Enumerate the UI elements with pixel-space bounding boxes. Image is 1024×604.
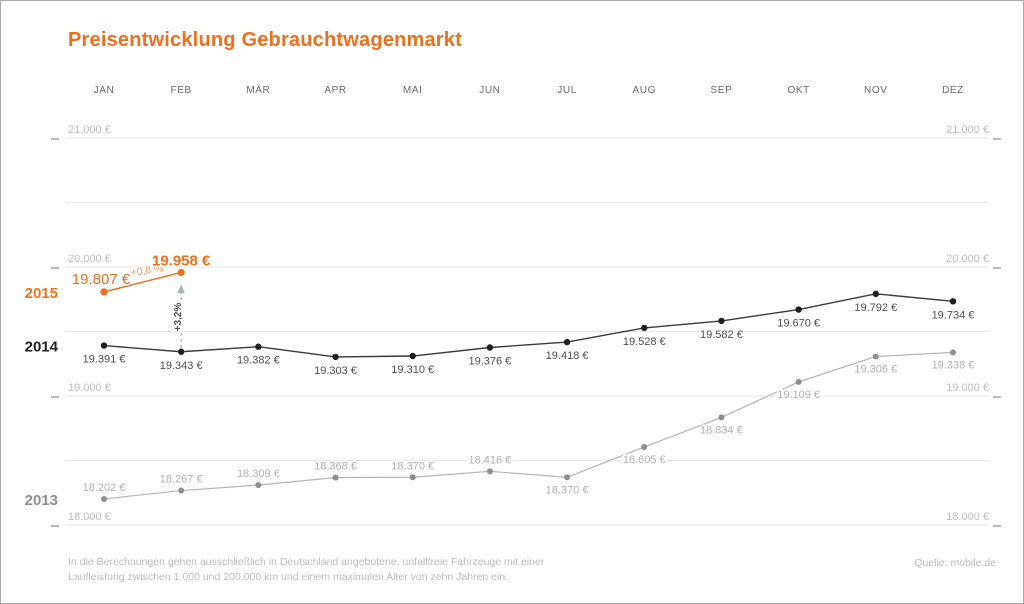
data-point-2013 bbox=[872, 353, 879, 360]
footnote-line-2: Laufleistung zwischen 1.000 und 200.000 … bbox=[68, 571, 509, 583]
month-label: AUG bbox=[633, 85, 656, 96]
value-label-2013: 18.370 € bbox=[391, 460, 434, 472]
value-label-2013: 18.605 € bbox=[623, 454, 666, 466]
data-point-2014 bbox=[641, 324, 648, 332]
source-credit: Quelle: mobile.de bbox=[914, 557, 996, 569]
data-point-2013 bbox=[795, 378, 802, 385]
month-label: FEB bbox=[171, 85, 192, 96]
data-point-2014 bbox=[332, 353, 339, 361]
data-point-2015 bbox=[177, 268, 185, 277]
value-label-2013: 18.368 € bbox=[314, 461, 357, 473]
data-point-2014 bbox=[872, 290, 879, 298]
data-point-2015 bbox=[100, 288, 108, 296]
value-label-2014: 19.670 € bbox=[777, 318, 820, 330]
series-line-2015 bbox=[103, 271, 182, 293]
value-label-2014: 19.792 € bbox=[854, 302, 897, 314]
methodology-footnote: In die Berechnungen gehen ausschließlich… bbox=[68, 555, 544, 585]
data-point-2013 bbox=[486, 468, 493, 475]
value-label-2014: 19.343 € bbox=[160, 360, 203, 372]
month-label: MÄR bbox=[246, 84, 270, 96]
data-point-2013 bbox=[255, 482, 262, 489]
month-label: JUL bbox=[557, 85, 577, 96]
y-axis-label-left: 20.000 € bbox=[68, 253, 111, 265]
series-line-2013 bbox=[103, 351, 954, 500]
y-axis-label-left: 18.000 € bbox=[68, 511, 111, 523]
data-point-2013 bbox=[564, 474, 571, 481]
yoy-change-label: +3,2% bbox=[173, 303, 184, 332]
data-point-2013 bbox=[949, 349, 956, 356]
value-label-2013: 19.338 € bbox=[932, 359, 975, 371]
value-label-2015-jan: 19.807 € bbox=[72, 271, 131, 288]
y-axis-label-right: 21.000 € bbox=[946, 124, 989, 136]
value-label-2015-feb: 19.958 € bbox=[152, 252, 211, 269]
data-point-2013 bbox=[409, 474, 416, 481]
value-label-2013: 19.109 € bbox=[777, 389, 820, 401]
value-label-2014: 19.303 € bbox=[314, 365, 357, 377]
value-label-2013: 19.306 € bbox=[854, 364, 897, 376]
data-point-2014 bbox=[486, 344, 494, 351]
data-point-2013 bbox=[332, 474, 339, 481]
data-point-2014 bbox=[255, 343, 262, 350]
data-point-2014 bbox=[718, 317, 725, 325]
data-point-2014 bbox=[563, 338, 571, 346]
y-axis-label-left: 19.000 € bbox=[68, 382, 111, 394]
data-point-2013 bbox=[101, 495, 107, 502]
month-label: SEP bbox=[711, 85, 733, 96]
value-label-2014: 19.582 € bbox=[700, 329, 743, 341]
value-label-2013: 18.309 € bbox=[237, 468, 280, 480]
value-label-2013: 18.202 € bbox=[83, 482, 126, 494]
value-label-2014: 19.382 € bbox=[237, 355, 280, 367]
data-point-2013 bbox=[178, 487, 185, 494]
data-point-2014 bbox=[795, 306, 802, 313]
month-label: OKT bbox=[787, 85, 809, 96]
month-label: JUN bbox=[479, 85, 500, 96]
data-point-2013 bbox=[718, 414, 725, 421]
month-label: DEZ bbox=[942, 85, 964, 96]
series-line-2014 bbox=[103, 293, 954, 358]
data-point-2014 bbox=[100, 342, 108, 349]
value-label-2013: 18.834 € bbox=[700, 424, 743, 436]
y-axis-label-right: 18.000 € bbox=[946, 511, 989, 523]
year-label-2013: 2013 bbox=[25, 492, 58, 509]
value-label-2013: 18.267 € bbox=[160, 474, 203, 486]
data-point-2014 bbox=[949, 298, 957, 305]
data-point-2014 bbox=[177, 348, 185, 355]
month-label: MAI bbox=[403, 85, 423, 96]
year-label-2015: 2015 bbox=[25, 285, 58, 302]
data-point-2014 bbox=[409, 352, 416, 360]
value-label-2013: 18.416 € bbox=[468, 454, 511, 466]
y-axis-label-right: 19.000 € bbox=[946, 382, 989, 394]
value-label-2014: 19.391 € bbox=[83, 354, 126, 366]
value-label-2013: 18.370 € bbox=[546, 484, 589, 496]
chart-title: Preisentwicklung Gebrauchtwagenmarkt bbox=[68, 29, 462, 51]
year-label-2014: 2014 bbox=[25, 339, 59, 356]
y-axis-label-left: 21.000 € bbox=[68, 124, 111, 136]
data-point-2013 bbox=[641, 443, 648, 450]
footnote-line-1: In die Berechnungen gehen ausschließlich… bbox=[68, 556, 545, 568]
value-label-2014: 19.528 € bbox=[623, 336, 666, 348]
y-axis-label-right: 20.000 € bbox=[946, 253, 989, 265]
yoy-arrow-head bbox=[177, 284, 185, 293]
value-label-2014: 19.310 € bbox=[391, 364, 434, 376]
value-label-2014: 19.376 € bbox=[468, 355, 511, 367]
month-label: NOV bbox=[864, 85, 887, 96]
month-label: JAN bbox=[94, 85, 115, 96]
value-label-2014: 19.734 € bbox=[932, 309, 975, 321]
value-label-2014: 19.418 € bbox=[546, 350, 589, 362]
month-label: APR bbox=[324, 85, 346, 96]
